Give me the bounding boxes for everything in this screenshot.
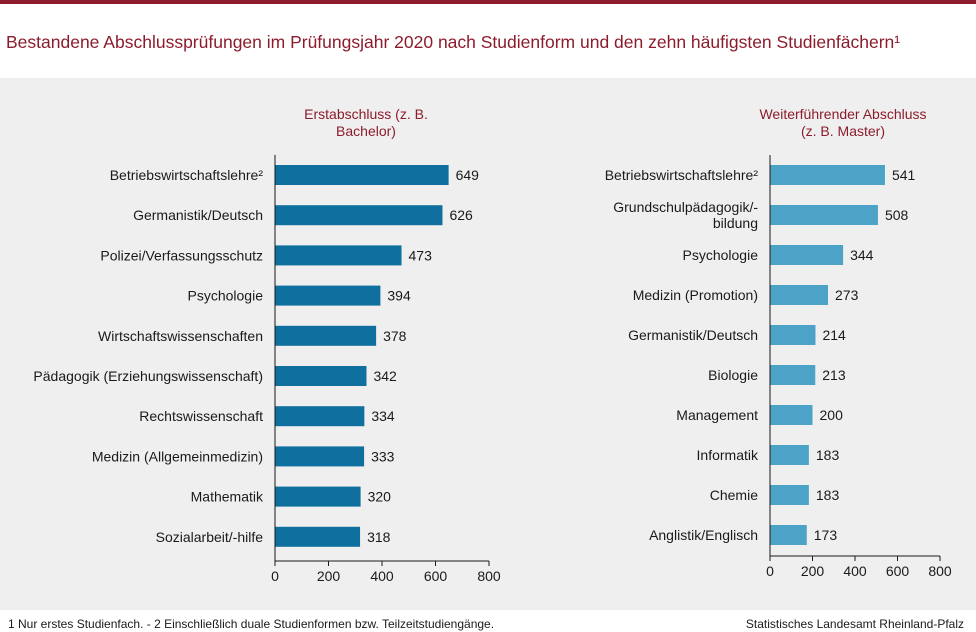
category-label: Wirtschaftswissenschaften bbox=[98, 328, 263, 344]
category-label: Mathematik bbox=[191, 489, 264, 505]
chart-panel: Erstabschluss (z. B. Bachelor) 649 Betriebs… bbox=[0, 78, 976, 610]
x-tick-label: 200 bbox=[317, 568, 341, 584]
bar bbox=[275, 245, 402, 266]
x-tick-label: 800 bbox=[477, 568, 501, 584]
bar bbox=[275, 325, 377, 346]
category-label: Pädagogik (Erziehungswissenschaft) bbox=[33, 368, 263, 384]
chart-subtitle-line: Bachelor) bbox=[336, 123, 396, 139]
value-label: 333 bbox=[371, 448, 395, 464]
x-tick-label: 600 bbox=[424, 568, 448, 584]
category-label: Medizin (Allgemeinmedizin) bbox=[92, 448, 263, 464]
chart-erstabschluss: Erstabschluss (z. B.Bachelor) 649 Betriebs… bbox=[33, 106, 501, 584]
value-label: 334 bbox=[371, 408, 395, 424]
footnote: 1 Nur erstes Studienfach. - 2 Einschließ… bbox=[8, 617, 495, 631]
category-label: Psychologie bbox=[188, 288, 264, 304]
category-label: Germanistik/Deutsch bbox=[133, 207, 263, 223]
category-label: Betriebswirtschaftslehre² bbox=[110, 167, 264, 183]
category-label: Rechtswissenschaft bbox=[139, 408, 263, 424]
category-label: Sozialarbeit/-hilfe bbox=[156, 529, 264, 545]
bar bbox=[275, 446, 365, 467]
value-label: 649 bbox=[456, 167, 480, 183]
value-label: 473 bbox=[409, 247, 433, 263]
value-label: 626 bbox=[449, 207, 473, 223]
value-label: 394 bbox=[387, 288, 411, 304]
bar bbox=[275, 486, 361, 507]
bar bbox=[275, 205, 443, 226]
category-label: Polizei/Verfassungsschutz bbox=[100, 247, 263, 263]
source-note: Statistisches Landesamt Rheinland-Pfalz bbox=[745, 617, 964, 631]
value-label: 378 bbox=[383, 328, 407, 344]
bar bbox=[275, 406, 365, 427]
x-tick-label: 0 bbox=[271, 568, 279, 584]
value-label: 318 bbox=[367, 529, 391, 545]
x-tick-label: 400 bbox=[370, 568, 394, 584]
top-rule bbox=[0, 0, 976, 4]
bar bbox=[275, 165, 449, 185]
chart-subtitle-line: Erstabschluss (z. B. bbox=[304, 106, 428, 122]
bar bbox=[275, 526, 361, 547]
value-label: 342 bbox=[373, 368, 397, 384]
bar bbox=[275, 285, 381, 306]
bar bbox=[275, 366, 367, 386]
value-label: 320 bbox=[368, 489, 392, 505]
chart-title: Bestandene Abschlussprüfungen im Prüfung… bbox=[6, 32, 901, 52]
